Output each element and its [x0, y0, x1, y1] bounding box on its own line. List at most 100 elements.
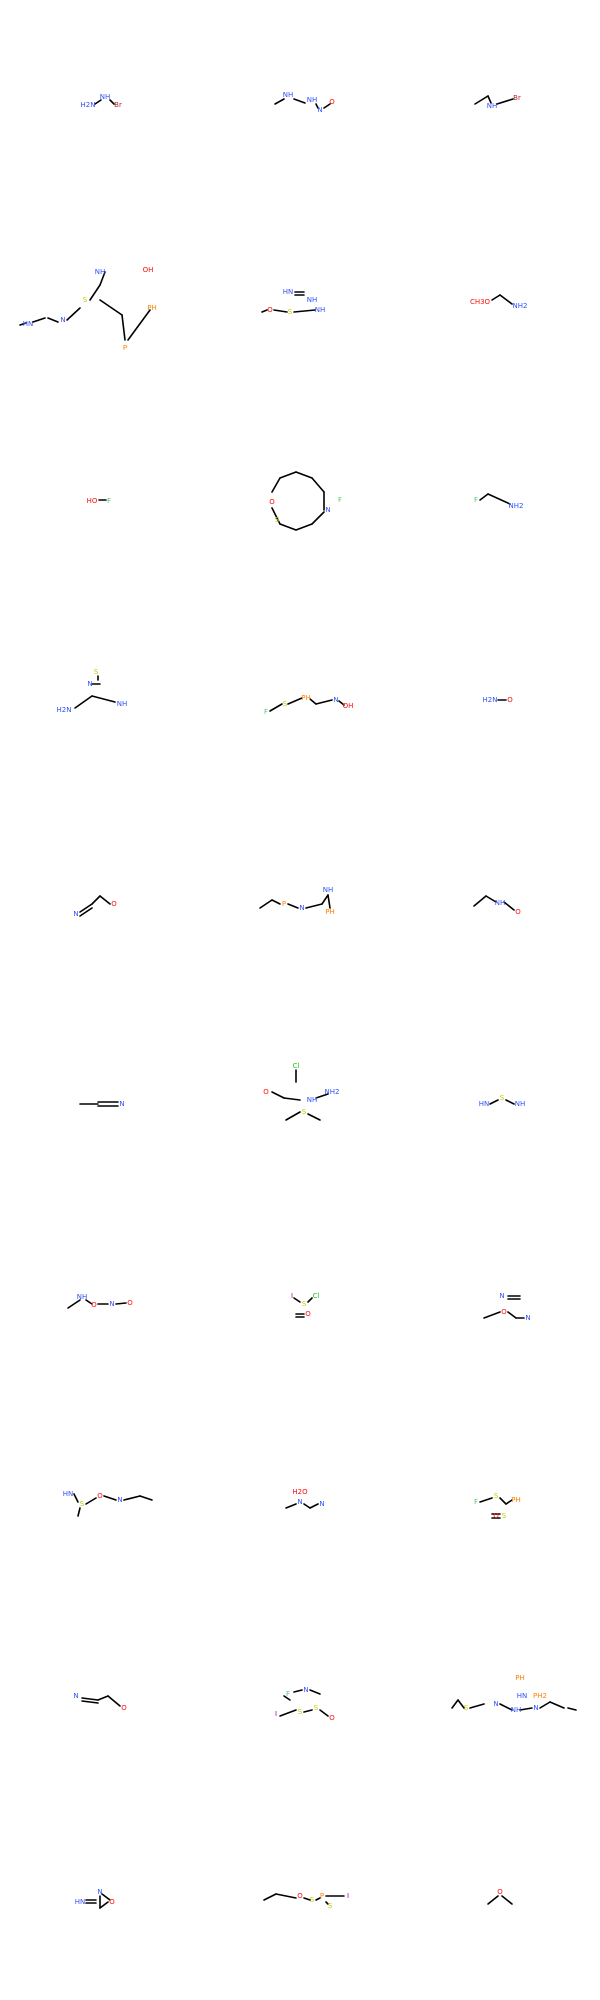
bond-line: [325, 1901, 329, 1905]
atom-label: NH2: [513, 302, 528, 310]
atom-label: O: [109, 1898, 115, 1906]
molecule-cell-m02: NH NH N O: [200, 0, 400, 200]
atom-label: O: [329, 1714, 335, 1722]
bond-line: [451, 1699, 459, 1709]
atom-label: NH: [515, 1100, 526, 1108]
atom-label: H2N: [81, 101, 96, 109]
atom-label: N: [87, 680, 92, 688]
bond-line: [81, 1700, 99, 1704]
bond-line: [499, 1497, 507, 1505]
molecule-cell-m06: CH3O NH2: [400, 200, 600, 400]
atom-label: NH: [307, 96, 318, 104]
molecule-structure-m11: F S PH N OH: [264, 694, 353, 716]
bond-line: [99, 895, 111, 905]
bond-line: [567, 1707, 577, 1711]
atom-label: N: [493, 1700, 498, 1708]
molecule-cell-m22: HN S O N: [0, 1400, 200, 1600]
atom-label: N: [60, 316, 65, 324]
bond-line: [309, 1503, 319, 1509]
molecule-cell-m28: HN N O: [0, 1800, 200, 2000]
bond-line: [293, 1297, 301, 1303]
bond-line: [315, 103, 319, 109]
bond-line: [79, 907, 93, 917]
bond-line: [338, 700, 345, 706]
bond-line: [94, 99, 102, 105]
atom-label: S: [302, 1108, 307, 1116]
atom-label: NH: [283, 91, 294, 99]
bond-line: [99, 271, 106, 286]
atom-label: I: [347, 1892, 349, 1900]
bond-line: [271, 899, 281, 905]
molecule-cell-m16: N: [0, 1000, 200, 1200]
bond-line: [315, 699, 333, 705]
atom-label: NH: [77, 1293, 88, 1301]
bond-line: [469, 1703, 485, 1709]
atom-label: N: [109, 1300, 114, 1308]
atom-label: S: [328, 1902, 333, 1910]
atom-label: HN: [283, 288, 294, 296]
molecule-cell-m20: I S Cl O: [200, 1200, 400, 1400]
atom-label: NH2: [509, 502, 524, 510]
atom-label: F: [107, 497, 111, 505]
molecule-structure-m05: HN NH O S NH: [261, 288, 325, 316]
atom-label: NH: [487, 102, 498, 110]
atom-label: NH: [307, 296, 318, 304]
bond-line: [505, 1499, 513, 1505]
bond-line: [491, 294, 501, 301]
molecule-structure-m02: NH NH NO: [274, 91, 335, 114]
bond-line: [309, 698, 317, 705]
bond-line: [74, 695, 93, 709]
atom-label: N: [525, 1314, 530, 1322]
atom-label: O: [121, 1704, 127, 1712]
molecule-structure-m21: NON: [483, 1292, 531, 1322]
bond-line: [303, 1503, 311, 1509]
atom-label: O: [329, 98, 335, 106]
bond-line: [97, 1695, 109, 1701]
molecule-cell-m15: NH O: [400, 800, 600, 1000]
bond-line: [274, 98, 285, 105]
bond-line: [85, 1497, 97, 1505]
atom-label: S: [314, 1704, 319, 1712]
atom-label: Cl: [293, 1062, 300, 1070]
molecule-structure-m22: HN S O N: [63, 1490, 153, 1517]
bond-line: [321, 894, 329, 905]
bond-line: [73, 1493, 79, 1503]
bond-line: [496, 98, 514, 105]
atom-label: PH2: [533, 1692, 547, 1700]
atom-label: NH: [307, 1096, 318, 1104]
bond-line: [293, 309, 316, 313]
atom-label: OH: [143, 266, 154, 274]
molecule-cell-m07: HO F: [0, 400, 200, 600]
atom-label: S: [80, 1500, 85, 1508]
atom-label: P: [320, 1892, 324, 1900]
bond-line: [457, 1699, 465, 1709]
atom-label: H2N: [483, 696, 498, 704]
bond-line: [269, 703, 283, 712]
molecule-structure-m25: NO: [73, 1692, 127, 1712]
bond-line: [303, 1897, 311, 1901]
atom-label: O: [493, 1512, 499, 1520]
atom-label: HN: [517, 1692, 528, 1700]
bond-line: [303, 1709, 313, 1713]
bond-line: [315, 1093, 329, 1099]
atom-label: H2O: [292, 1488, 308, 1496]
bond-line: [261, 309, 268, 313]
bond-line: [285, 1111, 301, 1121]
bond-line: [323, 103, 331, 109]
atom-label: HN: [23, 320, 34, 328]
bond-line: [503, 901, 515, 911]
bond-line: [507, 1311, 517, 1319]
molecule-structure-m07: HO F: [87, 497, 111, 505]
bond-line: [505, 1099, 515, 1105]
bond-line: [115, 1302, 127, 1305]
atom-label: N: [319, 1500, 324, 1508]
molecule-structure-m10: SN H2N NH: [57, 668, 128, 714]
bond-line: [487, 493, 511, 505]
atom-label: S: [288, 308, 293, 316]
atom-label: PH: [301, 694, 311, 702]
molecule-structure-m19: NHO N O: [67, 1293, 133, 1309]
molecule-cell-m04: HN N S NH OH P PH: [0, 200, 200, 400]
bond-line: [474, 95, 489, 105]
